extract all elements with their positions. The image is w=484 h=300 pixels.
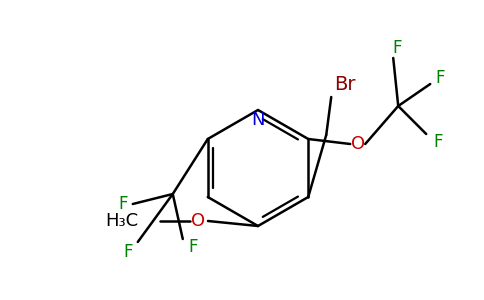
Text: F: F — [434, 133, 443, 151]
Text: Br: Br — [334, 76, 356, 94]
Text: F: F — [188, 238, 197, 256]
Text: H₃C: H₃C — [106, 212, 138, 230]
Text: O: O — [351, 135, 365, 153]
Text: F: F — [123, 243, 133, 261]
Text: F: F — [393, 39, 402, 57]
Text: O: O — [191, 212, 205, 230]
Text: N: N — [251, 111, 265, 129]
Text: F: F — [118, 195, 127, 213]
Text: F: F — [436, 69, 445, 87]
